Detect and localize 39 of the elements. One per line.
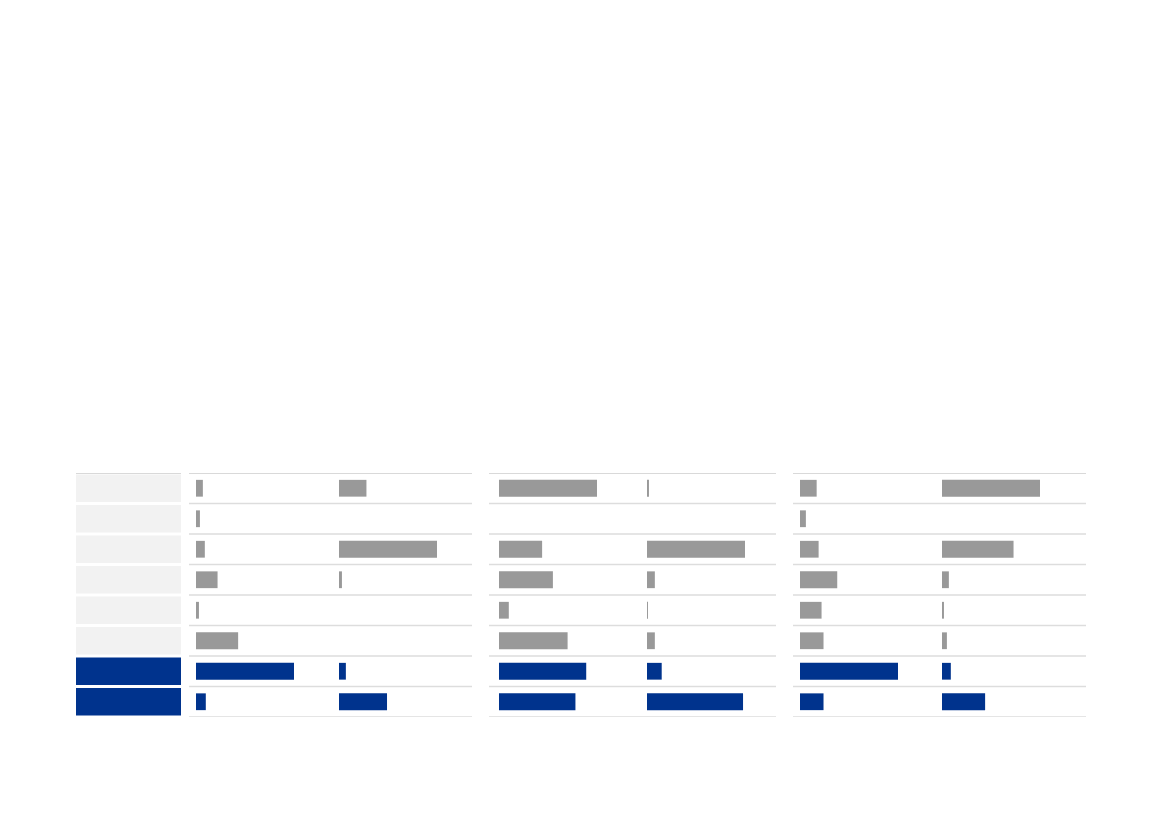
bar bbox=[942, 693, 986, 711]
bar bbox=[196, 601, 199, 619]
bar bbox=[647, 693, 744, 711]
bar bbox=[800, 479, 817, 497]
bar bbox=[499, 693, 576, 711]
bar bbox=[196, 540, 205, 558]
bar bbox=[800, 601, 822, 619]
bar bbox=[499, 601, 509, 619]
bar bbox=[339, 540, 437, 558]
bar bbox=[800, 632, 824, 650]
bar bbox=[196, 479, 203, 497]
bar bbox=[339, 662, 346, 680]
bar bbox=[800, 540, 819, 558]
bar bbox=[800, 510, 806, 528]
bar bbox=[196, 510, 200, 528]
bar bbox=[647, 571, 655, 589]
bar bbox=[942, 571, 949, 589]
bar bbox=[942, 540, 1014, 558]
bar bbox=[499, 662, 587, 680]
bar bbox=[800, 693, 824, 711]
bar bbox=[800, 571, 838, 589]
bar bbox=[196, 693, 206, 711]
bar bbox=[499, 479, 597, 497]
bar bbox=[800, 662, 898, 680]
bar bbox=[196, 632, 239, 650]
bar bbox=[942, 632, 947, 650]
bar bbox=[942, 662, 951, 680]
bar bbox=[196, 662, 294, 680]
bar bbox=[339, 693, 388, 711]
bar bbox=[339, 479, 367, 497]
bar bbox=[339, 571, 342, 589]
bar bbox=[647, 662, 662, 680]
bar bbox=[499, 571, 553, 589]
bar bbox=[942, 479, 1040, 497]
bar bbox=[499, 632, 568, 650]
bar bbox=[647, 540, 745, 558]
bar bbox=[499, 540, 543, 558]
bar bbox=[196, 571, 218, 589]
bar bbox=[647, 632, 655, 650]
